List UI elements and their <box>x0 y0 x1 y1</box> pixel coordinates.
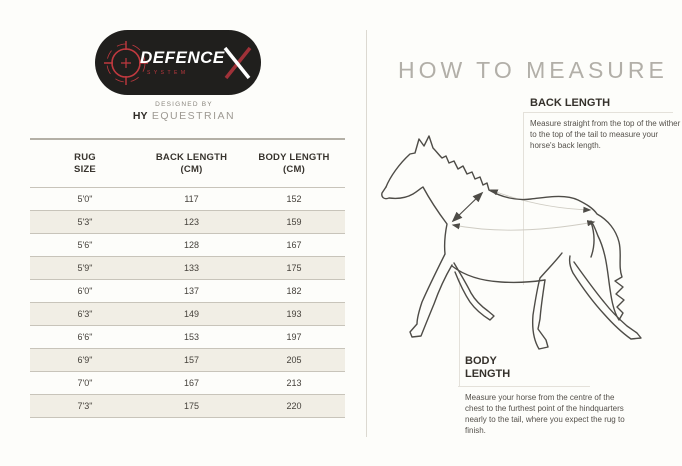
cell-body-length: 205 <box>286 355 302 365</box>
cell-back-length: 117 <box>184 194 199 204</box>
cell-rug-size: 7'0" <box>77 378 93 388</box>
cell-back-length: 157 <box>183 355 200 365</box>
cell-body-length: 213 <box>286 378 302 388</box>
logo-wordmark: DEFENCE <box>140 48 225 67</box>
cell-back-length: 175 <box>183 401 200 411</box>
cell-body-length: 193 <box>286 309 302 319</box>
header-back-length: BACK LENGTH (CM) <box>155 151 228 175</box>
header-body-length: BODY LENGTH (CM) <box>258 151 330 175</box>
back-length-description: Measure straight from the top of the wit… <box>530 119 681 150</box>
wither-chest-arrow <box>451 191 484 223</box>
body-length-heading: BODY LENGTH <box>465 355 511 380</box>
cell-back-length: 167 <box>183 378 200 388</box>
table-row: 5'6" 128 167 <box>30 233 345 256</box>
table-row: 5'9" 133 175 <box>30 256 345 279</box>
table-row: 6'6" 153 197 <box>30 325 345 348</box>
back-length-measure-line <box>489 189 592 213</box>
cell-body-length: 197 <box>286 332 302 342</box>
cell-back-length: 137 <box>183 286 200 296</box>
cell-back-length: 128 <box>183 240 200 250</box>
logo-subtext: SYSTEM <box>147 70 189 76</box>
back-length-rule <box>523 112 673 113</box>
body-length-description: Measure your horse from the centre of th… <box>465 393 625 435</box>
table-row: 5'3" 123 159 <box>30 210 345 233</box>
cell-rug-size: 7'3" <box>77 401 93 411</box>
cell-back-length: 149 <box>183 309 200 319</box>
defence-x-logo: DEFENCE SYSTEM <box>95 30 261 95</box>
designer-name: HY EQUESTRIAN <box>94 110 274 122</box>
size-table: RUG SIZE BACK LENGTH (CM) BODY LENGTH (CM) … <box>30 138 345 418</box>
cell-back-length: 123 <box>183 217 200 227</box>
logo-x-icon <box>223 46 252 80</box>
table-row: 6'3" 149 193 <box>30 302 345 325</box>
cell-rug-size: 5'0" <box>77 194 93 204</box>
cell-rug-size: 6'6" <box>77 332 93 342</box>
cell-back-length: 153 <box>183 332 200 342</box>
back-length-heading: BACK LENGTH <box>530 97 611 109</box>
designer-hy-mark: HY <box>132 110 148 122</box>
cell-rug-size: 5'6" <box>77 240 93 250</box>
table-row: 7'3" 175 220 <box>30 394 345 418</box>
table-row: 5'0" 117 152 <box>30 187 345 210</box>
how-to-measure-title: HOW TO MEASURE <box>398 57 668 83</box>
body-length-rule <box>458 386 590 387</box>
table-row: 6'0" 137 182 <box>30 279 345 302</box>
designed-by-label: DESIGNED BY <box>155 101 213 108</box>
horse-illustration <box>381 135 642 350</box>
cell-body-length: 220 <box>286 401 302 411</box>
designer-equestrian: EQUESTRIAN <box>151 110 236 122</box>
cell-rug-size: 5'9" <box>77 263 93 273</box>
cell-rug-size: 6'9" <box>77 355 93 365</box>
body-length-measure-line <box>451 220 596 231</box>
cell-rug-size: 6'0" <box>77 286 93 296</box>
crosshair-icon <box>104 41 148 85</box>
panel-divider <box>366 30 367 437</box>
cell-rug-size: 6'3" <box>77 309 93 319</box>
header-rug-size: RUG SIZE <box>74 151 96 175</box>
cell-body-length: 167 <box>286 240 302 250</box>
cell-body-length: 159 <box>286 217 302 227</box>
cell-body-length: 182 <box>286 286 302 296</box>
body-length-connector-line <box>459 278 460 386</box>
table-row: 6'9" 157 205 <box>30 348 345 371</box>
cell-back-length: 133 <box>183 263 200 273</box>
cell-body-length: 152 <box>286 194 302 204</box>
size-table-body: 5'0" 117 152 5'3" 123 159 5'6" 128 167 5… <box>30 187 345 418</box>
table-row: 7'0" 167 213 <box>30 371 345 394</box>
cell-body-length: 175 <box>286 263 302 273</box>
cell-rug-size: 5'3" <box>77 217 93 227</box>
size-table-header: RUG SIZE BACK LENGTH (CM) BODY LENGTH (CM) <box>30 140 345 187</box>
horse-measurement-diagram <box>375 130 675 370</box>
